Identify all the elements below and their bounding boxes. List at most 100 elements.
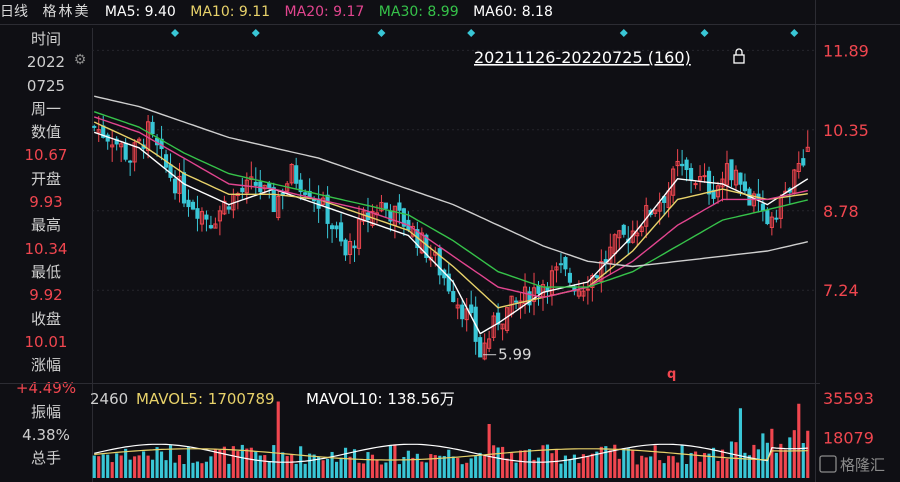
volume-ma-lines <box>94 443 808 463</box>
volume-bar <box>276 401 280 478</box>
candle-body <box>208 225 213 229</box>
candle-body <box>217 210 222 222</box>
volume-bar <box>563 455 568 478</box>
candle-body <box>554 266 559 271</box>
watermark-logo <box>819 455 837 473</box>
candle-body <box>330 225 335 230</box>
volume-bars <box>92 401 810 478</box>
volume-bar <box>671 456 675 478</box>
volume-bar <box>393 444 397 478</box>
candle-body <box>711 189 716 199</box>
candle-body <box>594 275 599 279</box>
volume-bar <box>258 455 262 478</box>
candle-body <box>487 338 492 349</box>
sidebar-value: 0725 <box>26 76 66 95</box>
candle-body <box>478 337 483 358</box>
candle-body <box>312 199 317 202</box>
sidebar-label: 最高 <box>30 216 61 235</box>
ma60-value: MA60: 8.18 <box>473 4 553 20</box>
candle-body <box>446 273 451 292</box>
volume-bar <box>128 459 132 478</box>
volume-bar <box>716 461 720 478</box>
volume-bar <box>411 457 415 478</box>
chart-labels: 20211126-20220725 (160) 5.99 q 2460 MAVOL5: … <box>90 48 885 474</box>
volume-bar <box>379 464 384 478</box>
volume-bar <box>281 452 285 478</box>
ma-header: 日线 格林美 MA5: 9.40 MA10: 9.11 MA20: 9.17 M… <box>0 0 820 24</box>
volume-bar <box>711 447 716 478</box>
candle-body <box>132 142 137 163</box>
volume-bar <box>352 449 357 478</box>
volume-bar <box>554 449 559 478</box>
ma-line-ma20 <box>93 116 808 299</box>
sidebar-label: 收盘 <box>30 309 61 328</box>
candle-body <box>186 199 191 208</box>
volume-bar <box>119 455 123 478</box>
gear-icon[interactable]: ⚙ <box>73 52 87 68</box>
volume-tick-label: 35593 <box>823 389 874 408</box>
candle-body <box>204 214 209 220</box>
mavol5-line <box>94 443 808 463</box>
candle-body <box>150 121 155 135</box>
candle-body <box>500 323 505 330</box>
candle-body <box>213 223 218 229</box>
volume-bar <box>806 430 810 478</box>
volume-bar <box>97 456 101 478</box>
candle-body <box>522 286 528 305</box>
volume-bar <box>662 463 666 478</box>
price-tick-label: 8.78 <box>823 202 859 221</box>
volume-bar <box>514 462 518 478</box>
volume-bar <box>523 450 527 478</box>
candle-body <box>724 163 730 186</box>
sidebar-label: 振幅 <box>30 402 61 421</box>
volume-bar <box>451 456 455 478</box>
volume-bar <box>474 456 478 478</box>
period-label[interactable]: 日线 <box>0 4 28 20</box>
volume-bar <box>469 458 473 478</box>
sidebar-value: 4.38% <box>22 426 70 445</box>
volume-bar <box>586 456 590 478</box>
candle-body <box>693 183 698 186</box>
candle-body <box>298 179 303 193</box>
volume-bar <box>209 456 213 478</box>
volume-bar <box>361 463 366 478</box>
candle-body <box>680 163 685 167</box>
candle-body <box>190 201 196 210</box>
volume-bar <box>384 462 388 478</box>
volume-bar <box>236 451 240 478</box>
volume-bar <box>151 459 155 478</box>
volume-bar <box>729 441 734 478</box>
candle-body <box>383 202 389 209</box>
volume-bar <box>124 448 128 478</box>
candle-body <box>110 144 115 148</box>
candle-body <box>289 163 294 184</box>
volume-bar <box>456 458 460 478</box>
candle-body <box>469 304 474 313</box>
candle-body <box>267 182 272 189</box>
volume-bar <box>608 450 612 478</box>
volume-bar <box>173 462 177 478</box>
candle-body <box>482 342 487 360</box>
candle-body <box>653 209 658 214</box>
candle-body <box>729 159 734 181</box>
event-marker <box>790 29 799 37</box>
volume-bar <box>536 457 541 478</box>
volume-bar <box>227 463 231 478</box>
volume-bar <box>429 454 433 478</box>
candle-body <box>576 290 581 297</box>
volume-bar <box>505 458 509 478</box>
candle-body <box>226 206 231 210</box>
ma30-value: MA30: 8.99 <box>378 4 459 20</box>
candle-body <box>805 146 810 152</box>
ma-line-ma10 <box>93 121 808 309</box>
candle-body <box>621 224 626 235</box>
quote-sidebar: 时间 2022 0725 周一 数值 10.67 开盘 9.93 最高 10.34 最低 9.92 收盘… <box>0 28 93 482</box>
volume-bar <box>734 442 738 478</box>
event-marker <box>619 29 628 37</box>
volume-bar <box>635 464 639 478</box>
volume-bar <box>366 452 370 478</box>
volume-bar <box>752 444 756 478</box>
sidebar-value: 10.01 <box>24 332 68 351</box>
candle-body <box>172 178 178 194</box>
